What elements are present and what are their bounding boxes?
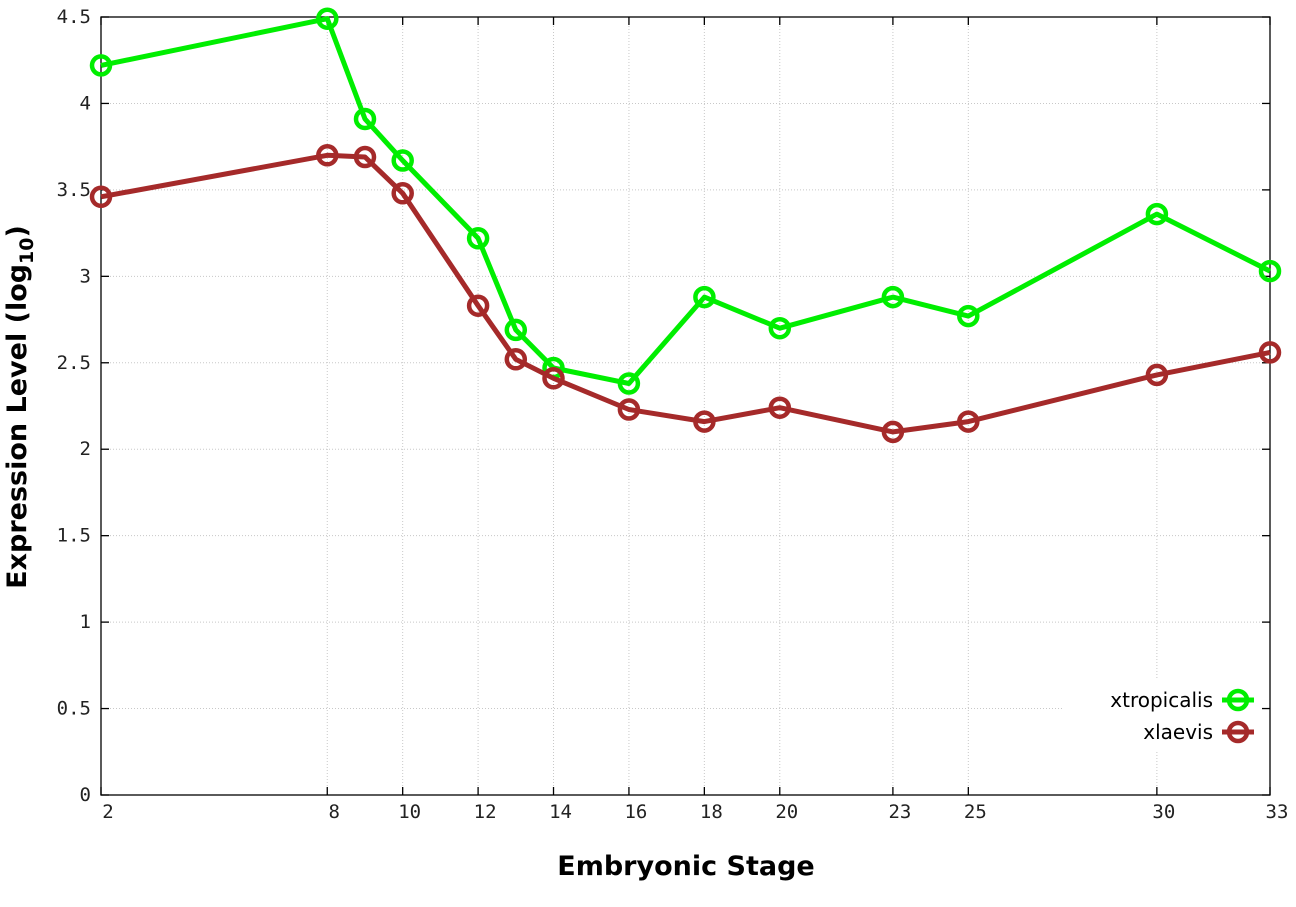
y-tick-label: 4 xyxy=(80,92,91,114)
series-xlaevis xyxy=(89,144,1282,444)
x-tick-label: 8 xyxy=(329,801,340,823)
y-tick-label: 3.5 xyxy=(57,179,91,201)
x-tick-label: 18 xyxy=(700,801,723,823)
data-point-xtropicalis xyxy=(504,318,528,342)
plot-frame xyxy=(100,16,1271,796)
legend-swatch-marker xyxy=(1226,720,1250,744)
y-tick-label: 2 xyxy=(80,438,91,460)
data-point-xtropicalis xyxy=(466,227,490,250)
data-point-xtropicalis xyxy=(1145,202,1169,226)
grid-lines xyxy=(101,17,1270,795)
axis-ticks: 0 0.5 1 1.5 2 2.5 3 3.5 4 4.5 2 8 10 12 14 16 18 20 23 25 30… xyxy=(57,6,1289,823)
x-tick-label: 25 xyxy=(964,801,987,823)
data-point-xtropicalis xyxy=(391,149,414,172)
data-point-xlaevis xyxy=(1258,341,1282,364)
series-xtropicalis xyxy=(89,7,1282,395)
x-tick-label: 23 xyxy=(888,801,911,823)
y-tick-label: 0.5 xyxy=(57,698,91,720)
data-point-xtropicalis xyxy=(316,7,339,30)
legend-item-xtropicalis: xtropicalis xyxy=(1110,688,1254,712)
x-tick-label: 20 xyxy=(775,801,798,823)
legend-item-xlaevis: xlaevis xyxy=(1143,720,1254,744)
legend-label: xlaevis xyxy=(1143,720,1213,744)
y-tick-label: 2.5 xyxy=(57,352,91,374)
data-point-xlaevis xyxy=(353,145,377,169)
x-tick-label: 10 xyxy=(398,801,421,823)
data-point-xtropicalis xyxy=(881,285,905,309)
data-point-xlaevis xyxy=(617,398,641,421)
y-axis-title-close: ) xyxy=(2,225,33,237)
x-tick-label: 33 xyxy=(1266,801,1289,823)
data-point-xtropicalis xyxy=(353,107,377,131)
data-point-xlaevis xyxy=(1145,363,1169,387)
series-line-xtropicalis xyxy=(100,16,1272,386)
data-point-xlaevis xyxy=(316,144,339,167)
data-point-xlaevis xyxy=(881,420,905,444)
data-point-xlaevis xyxy=(466,294,490,317)
data-point-xlaevis xyxy=(768,396,792,419)
data-point-xlaevis xyxy=(89,185,113,209)
x-tick-label: 14 xyxy=(549,801,572,823)
y-tick-label: 1 xyxy=(80,611,91,633)
legend-swatch-marker xyxy=(1226,688,1250,712)
legend-label: xtropicalis xyxy=(1110,688,1213,712)
data-point-xtropicalis xyxy=(768,316,792,340)
data-point-xlaevis xyxy=(504,348,528,371)
data-point-xtropicalis xyxy=(957,304,980,328)
x-tick-label: 30 xyxy=(1152,801,1175,823)
x-tick-label: 12 xyxy=(474,801,497,823)
data-point-xlaevis xyxy=(391,182,414,205)
legend: xtropicalis xlaevis xyxy=(1062,680,1262,752)
x-tick-label: 16 xyxy=(624,801,647,823)
data-point-xtropicalis xyxy=(617,372,641,395)
data-point-xtropicalis xyxy=(1258,259,1282,283)
x-axis-title: Embryonic Stage xyxy=(557,851,814,882)
y-tick-label: 3 xyxy=(80,265,91,287)
y-tick-label: 4.5 xyxy=(57,6,91,28)
x-tick-label: 2 xyxy=(102,801,113,823)
y-tick-label: 1.5 xyxy=(57,525,91,547)
series-group xyxy=(89,7,1282,444)
y-axis-title: Expression Level (log10) xyxy=(2,225,38,589)
data-point-xlaevis xyxy=(957,410,980,433)
y-axis-title-main: Expression Level (log xyxy=(2,264,33,589)
series-line-xlaevis xyxy=(100,152,1271,435)
legend-background xyxy=(1062,680,1262,752)
data-point-xlaevis xyxy=(542,367,565,390)
y-tick-label: 0 xyxy=(80,784,91,806)
y-axis-title-subscript: 10 xyxy=(16,237,38,263)
data-point-xtropicalis xyxy=(693,285,716,309)
data-point-xtropicalis xyxy=(89,54,113,77)
data-point-xlaevis xyxy=(693,410,716,433)
